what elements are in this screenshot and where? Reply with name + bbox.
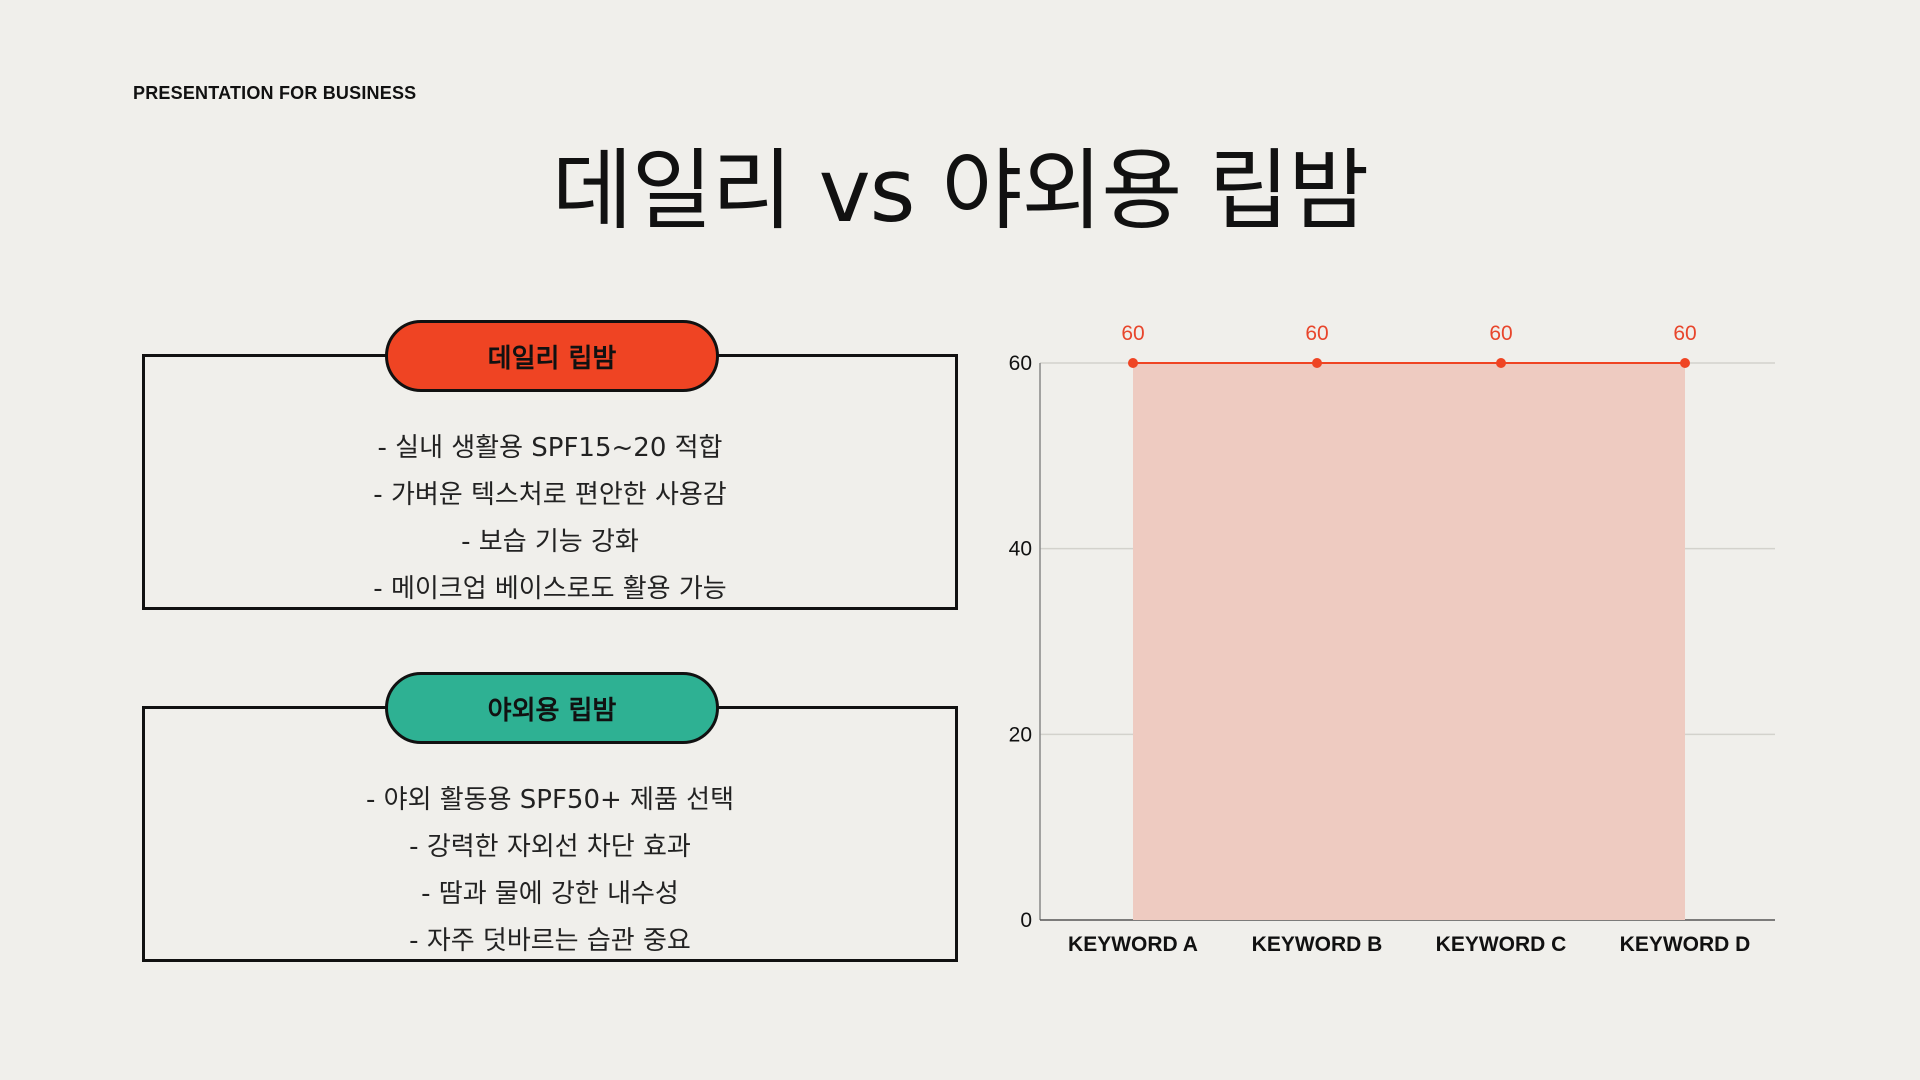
outdoor-bullet-3: - 땀과 물에 강한 내수성 <box>421 879 679 909</box>
data-label: 60 <box>1673 322 1696 345</box>
data-point <box>1680 358 1690 368</box>
data-label: 60 <box>1305 322 1328 345</box>
page-title: 데일리 vs 야외용 립밤 <box>551 139 1370 242</box>
data-label: 60 <box>1121 322 1144 345</box>
outdoor-lipbalm-badge: 야외용 립밤 <box>385 672 719 744</box>
outdoor-lipbalm-list: - 야외 활동용 SPF50+ 제품 선택 - 강력한 자외선 차단 효과 - … <box>145 777 955 965</box>
data-point <box>1128 358 1138 368</box>
outdoor-bullet-1: - 야외 활동용 SPF50+ 제품 선택 <box>366 785 734 815</box>
x-category-label: KEYWORD C <box>1436 933 1567 956</box>
outdoor-bullet-4: - 자주 덧바르는 습관 중요 <box>409 926 691 956</box>
outdoor-bullet-2: - 강력한 자외선 차단 효과 <box>409 832 691 862</box>
y-tick-label: 20 <box>1009 723 1032 746</box>
daily-bullet-1: - 실내 생활용 SPF15~20 적합 <box>377 433 723 463</box>
daily-lipbalm-card: 데일리 립밤 - 실내 생활용 SPF15~20 적합 - 가벼운 텍스처로 편… <box>142 320 958 613</box>
series-area <box>1133 363 1685 920</box>
daily-bullet-3: - 보습 기능 강화 <box>461 527 639 557</box>
x-category-label: KEYWORD D <box>1620 933 1751 956</box>
outdoor-lipbalm-card: 야외용 립밤 - 야외 활동용 SPF50+ 제품 선택 - 강력한 자외선 차… <box>142 672 958 965</box>
y-tick-label: 0 <box>1020 909 1032 932</box>
daily-bullet-2: - 가벼운 텍스처로 편안한 사용감 <box>373 480 727 510</box>
presentation-kicker: PRESENTATION FOR BUSINESS <box>133 83 417 103</box>
data-label: 60 <box>1489 322 1512 345</box>
keyword-area-chart: 0 20 40 60 60 60 60 60 KEYWORD A KEYWORD B KEYWORD… <box>1009 322 1775 956</box>
data-point <box>1312 358 1322 368</box>
data-point <box>1496 358 1506 368</box>
x-category-label: KEYWORD B <box>1252 933 1383 956</box>
y-tick-label: 40 <box>1009 538 1032 561</box>
daily-bullet-4: - 메이크업 베이스로도 활용 가능 <box>373 574 727 604</box>
x-category-label: KEYWORD A <box>1068 933 1198 956</box>
y-tick-label: 60 <box>1009 352 1032 375</box>
daily-lipbalm-badge: 데일리 립밤 <box>385 320 719 392</box>
daily-lipbalm-list: - 실내 생활용 SPF15~20 적합 - 가벼운 텍스처로 편안한 사용감 … <box>145 425 955 613</box>
